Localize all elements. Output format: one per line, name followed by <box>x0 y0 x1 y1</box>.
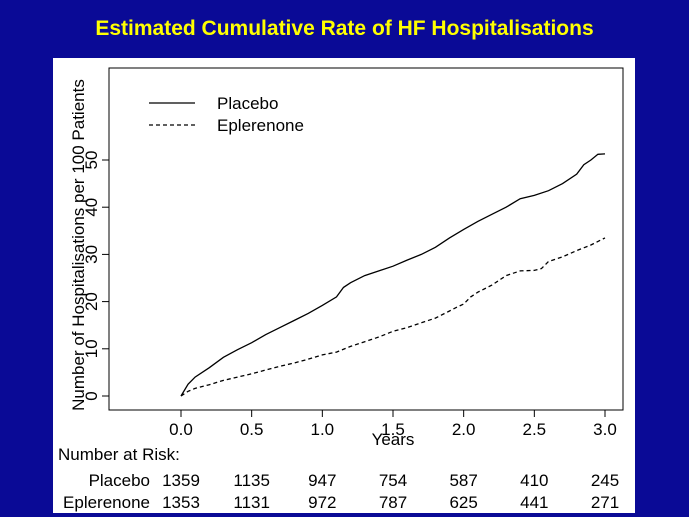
legend-label-eplerenone: Eplerenone <box>217 116 304 135</box>
slide-title: Estimated Cumulative Rate of HF Hospital… <box>95 17 594 40</box>
risk-count: 245 <box>591 471 619 490</box>
y-tick-label: 0 <box>82 391 101 400</box>
risk-count: 441 <box>520 493 548 512</box>
risk-count: 972 <box>308 493 336 512</box>
y-tick-label: 40 <box>82 198 101 217</box>
risk-count: 410 <box>520 471 548 490</box>
y-tick-label: 30 <box>82 245 101 264</box>
x-tick-label: 0.0 <box>169 420 193 439</box>
y-axis-label: Number of Hospitalisations per 100 Patie… <box>69 79 88 411</box>
series-line-placebo <box>180 153 606 397</box>
plot-panel: 0.0 0.5 1.0 1.5 2.0 2.5 3.0 0 10 20 30 40 50 Years Num… <box>53 58 635 513</box>
x-tick-label: 1.0 <box>311 420 335 439</box>
x-tick-label: 1.5 <box>381 420 405 439</box>
x-tick-label: 2.5 <box>523 420 547 439</box>
risk-count: 271 <box>591 493 619 512</box>
x-tick-label: 0.5 <box>240 420 264 439</box>
series-line-eplerenone <box>180 237 606 397</box>
risk-row-label-placebo: Placebo <box>89 471 150 490</box>
risk-count: 1353 <box>162 493 200 512</box>
y-tick-label: 50 <box>82 151 101 170</box>
risk-count: 1131 <box>233 493 270 512</box>
x-tick-label: 2.0 <box>452 420 476 439</box>
x-axis-label: Years <box>372 430 415 449</box>
x-tick-label: 3.0 <box>593 420 617 439</box>
risk-count: 754 <box>379 471 407 490</box>
plot-frame <box>108 67 624 411</box>
cumulative-rate-chart: 0.0 0.5 1.0 1.5 2.0 2.5 3.0 0 10 20 30 40 50 Years Num… <box>58 67 624 512</box>
risk-count: 787 <box>379 493 407 512</box>
legend-label-placebo: Placebo <box>217 94 278 113</box>
risk-table-heading: Number at Risk: <box>58 445 180 464</box>
risk-row-label-eplerenone: Eplerenone <box>63 493 150 512</box>
risk-count: 947 <box>308 471 336 490</box>
risk-count: 625 <box>449 493 477 512</box>
y-tick-label: 20 <box>82 292 101 311</box>
risk-count: 587 <box>449 471 477 490</box>
y-tick-label: 10 <box>82 339 101 358</box>
risk-count: 1359 <box>162 471 200 490</box>
risk-count: 1135 <box>233 471 270 490</box>
